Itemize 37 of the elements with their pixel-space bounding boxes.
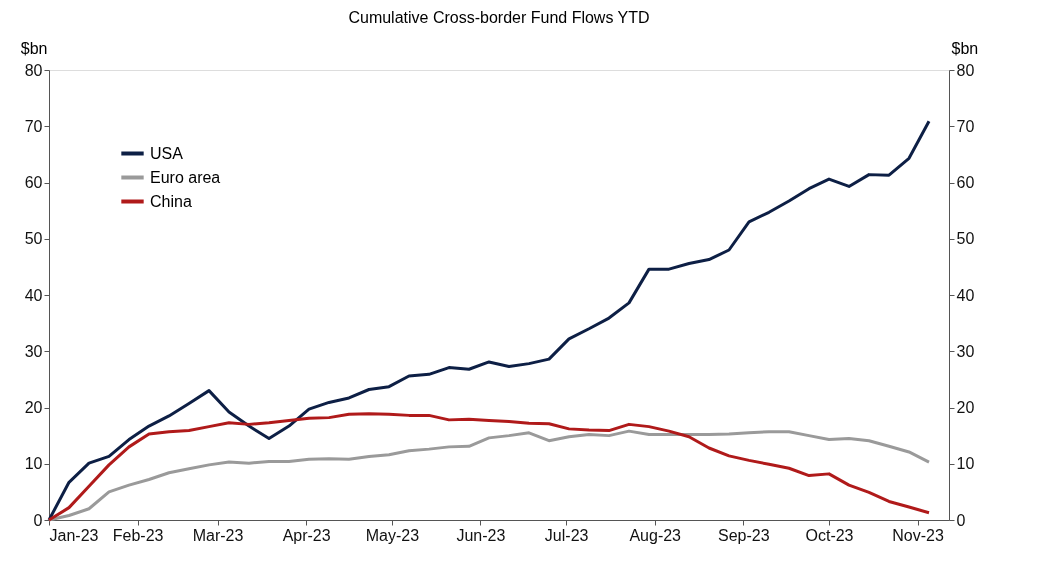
y2-tick-label: 0 xyxy=(956,511,966,529)
y2-tick-label: 40 xyxy=(956,286,975,304)
y-tick-label: 10 xyxy=(24,455,43,473)
x-tick-label: Sep-23 xyxy=(717,526,770,544)
y2-tick-label: 30 xyxy=(956,342,975,360)
x-tick-label: Jan-23 xyxy=(49,526,99,544)
chart-title: Cumulative Cross-border Fund Flows YTD xyxy=(348,9,650,26)
legend-label: USA xyxy=(150,144,184,162)
y2-tick-label: 80 xyxy=(956,61,975,79)
line-series xyxy=(47,412,931,522)
y-tick-label: 70 xyxy=(24,117,43,135)
x-tick-label: Aug-23 xyxy=(629,526,682,544)
y-tick-label: 80 xyxy=(24,61,43,79)
y2-axis-title: $bn xyxy=(951,39,979,57)
y-tick-label: 40 xyxy=(24,286,43,304)
x-tick-label: Jun-23 xyxy=(456,526,506,544)
x-tick-label: Mar-23 xyxy=(192,526,244,544)
legend-label: Euro area xyxy=(150,168,221,186)
x-tick-label: May-23 xyxy=(365,526,420,544)
y-tick-label: 20 xyxy=(24,399,43,416)
x-tick-label: Jul-23 xyxy=(544,526,589,544)
x-tick-label: Apr-23 xyxy=(282,526,331,544)
y-tick-label: 50 xyxy=(24,230,43,248)
y2-tick-label: 60 xyxy=(956,174,975,191)
y-tick-label: 0 xyxy=(33,511,43,529)
y2-tick-label: 50 xyxy=(956,230,975,248)
y-axis-title: $bn xyxy=(20,39,48,57)
y2-tick-label: 10 xyxy=(956,455,975,473)
y-tick-label: 30 xyxy=(24,342,43,360)
y2-tick-label: 70 xyxy=(956,117,975,135)
line-series xyxy=(47,119,931,522)
x-tick-label: Oct-23 xyxy=(805,526,854,544)
x-tick-label: Feb-23 xyxy=(112,526,164,544)
legend-label: China xyxy=(150,192,192,210)
y2-tick-label: 20 xyxy=(956,399,975,416)
y-tick-label: 60 xyxy=(24,174,43,191)
x-tick-label: Nov-23 xyxy=(892,526,944,544)
